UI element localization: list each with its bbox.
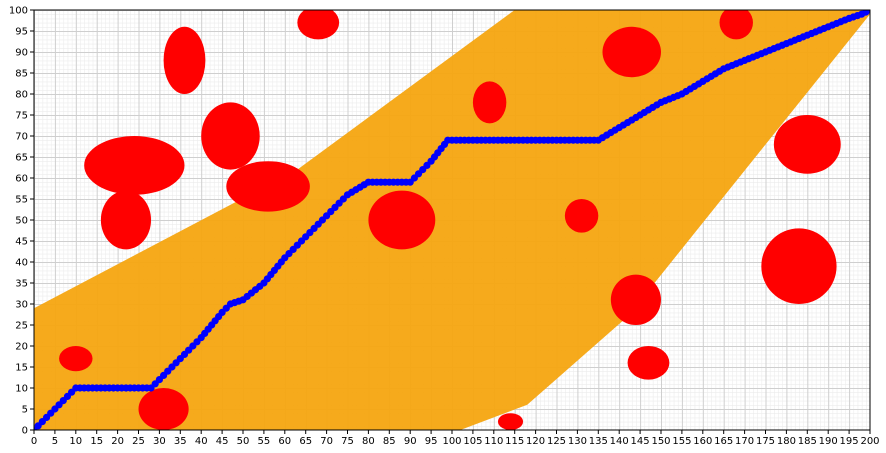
x-tick-label: 155 — [672, 436, 691, 447]
x-tick-label: 195 — [840, 436, 859, 447]
y-tick-label: 80 — [15, 90, 28, 101]
x-tick-label: 150 — [651, 436, 670, 447]
obstacle — [368, 190, 436, 250]
x-tick-label: 5 — [52, 436, 58, 447]
x-tick-label: 105 — [463, 436, 482, 447]
y-tick-label: 85 — [15, 69, 28, 80]
x-tick-label: 95 — [425, 436, 438, 447]
x-tick-label: 60 — [278, 436, 291, 447]
y-tick-label: 65 — [15, 153, 28, 164]
obstacle — [564, 199, 599, 233]
y-tick-label: 75 — [15, 111, 28, 122]
y-tick-label: 100 — [9, 6, 28, 17]
x-tick-label: 20 — [111, 436, 124, 447]
y-tick-label: 30 — [15, 300, 28, 311]
x-tick-label: 190 — [819, 436, 838, 447]
y-tick-label: 40 — [15, 258, 28, 269]
y-tick-label: 55 — [15, 195, 28, 206]
y-tick-label: 25 — [15, 321, 28, 332]
search-region-layer — [34, 10, 870, 430]
y-tick-label: 60 — [15, 174, 28, 185]
x-tick-label: 180 — [777, 436, 796, 447]
obstacle — [226, 161, 310, 212]
y-tick-label: 95 — [15, 27, 28, 38]
y-tick-label: 90 — [15, 48, 28, 59]
x-tick-label: 185 — [798, 436, 817, 447]
x-tick-label: 200 — [860, 436, 879, 447]
x-tick-label: 130 — [568, 436, 587, 447]
obstacle — [719, 10, 753, 40]
x-tick-label: 175 — [756, 436, 775, 447]
search-region — [34, 10, 870, 430]
obstacle — [138, 388, 189, 430]
y-tick-label: 15 — [15, 363, 28, 374]
y-tick-label: 50 — [15, 216, 28, 227]
y-tick-label: 0 — [22, 426, 28, 437]
obstacle — [761, 228, 837, 304]
obstacle — [497, 413, 524, 430]
x-tick-label: 30 — [153, 436, 166, 447]
y-tick-label: 35 — [15, 279, 28, 290]
obstacle — [602, 26, 661, 78]
x-tick-label: 85 — [383, 436, 396, 447]
obstacle — [627, 346, 670, 380]
x-tick-label: 165 — [714, 436, 733, 447]
obstacle — [201, 102, 260, 170]
obstacle — [610, 274, 661, 325]
path-point — [866, 10, 870, 14]
x-tick-label: 90 — [404, 436, 417, 447]
obstacles-layer — [59, 10, 841, 430]
x-tick-label: 160 — [693, 436, 712, 447]
x-tick-label: 120 — [526, 436, 545, 447]
x-tick-label: 15 — [90, 436, 103, 447]
x-tick-label: 140 — [610, 436, 629, 447]
x-axis: 0 5 10 15 20 25 30 35 40 45 50 55 60 65 70 75 80 85 90 95 10… — [31, 430, 880, 447]
y-tick-label: 20 — [15, 342, 28, 353]
obstacle — [163, 26, 206, 94]
y-tick-label: 5 — [22, 405, 28, 416]
x-tick-label: 100 — [442, 436, 461, 447]
x-tick-label: 115 — [505, 436, 524, 447]
obstacle — [59, 346, 93, 372]
y-axis: 0 5 10 15 20 25 30 35 40 45 50 55 60 65 70 75 80 85 90 95 10… — [9, 6, 34, 437]
x-tick-label: 35 — [174, 436, 187, 447]
obstacle — [773, 114, 841, 174]
x-tick-label: 45 — [216, 436, 229, 447]
x-tick-label: 65 — [299, 436, 312, 447]
obstacle — [472, 81, 507, 124]
x-tick-label: 25 — [132, 436, 145, 447]
plot-area — [34, 10, 870, 430]
x-tick-label: 50 — [237, 436, 250, 447]
x-tick-label: 80 — [362, 436, 375, 447]
x-tick-label: 110 — [484, 436, 503, 447]
x-tick-label: 135 — [589, 436, 608, 447]
x-tick-label: 145 — [631, 436, 650, 447]
y-tick-label: 45 — [15, 237, 28, 248]
x-tick-label: 55 — [258, 436, 271, 447]
obstacle — [100, 190, 152, 250]
obstacle — [297, 10, 340, 40]
x-tick-label: 40 — [195, 436, 208, 447]
x-tick-label: 0 — [31, 436, 37, 447]
x-tick-label: 170 — [735, 436, 754, 447]
obstacle — [84, 136, 185, 195]
x-tick-label: 125 — [547, 436, 566, 447]
x-tick-label: 70 — [320, 436, 333, 447]
y-tick-label: 10 — [15, 384, 28, 395]
path-layer — [34, 10, 870, 430]
y-tick-label: 70 — [15, 132, 28, 143]
x-tick-label: 75 — [341, 436, 354, 447]
x-tick-label: 10 — [69, 436, 82, 447]
